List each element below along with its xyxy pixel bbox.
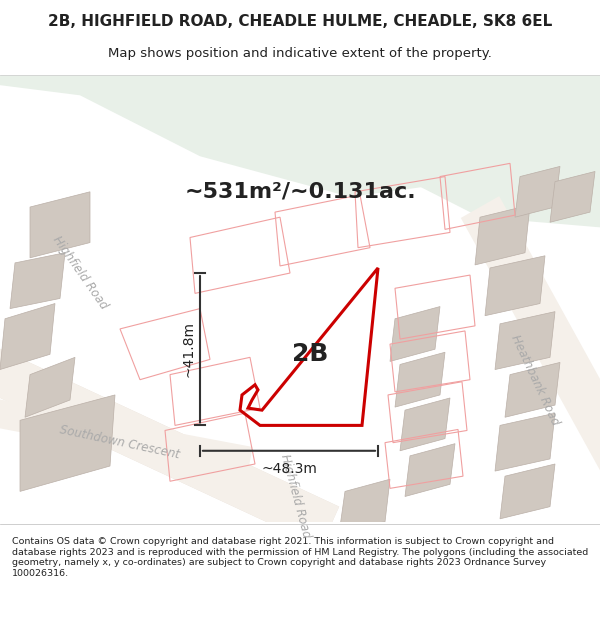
Polygon shape xyxy=(500,464,555,519)
Polygon shape xyxy=(0,339,339,548)
Text: ~48.3m: ~48.3m xyxy=(261,462,317,476)
Polygon shape xyxy=(0,304,55,369)
Polygon shape xyxy=(340,479,390,527)
Text: ~41.8m: ~41.8m xyxy=(181,321,195,378)
Text: Contains OS data © Crown copyright and database right 2021. This information is : Contains OS data © Crown copyright and d… xyxy=(12,538,588,578)
Text: Heathbank Road: Heathbank Road xyxy=(508,332,562,427)
Polygon shape xyxy=(350,75,600,228)
Polygon shape xyxy=(475,205,530,265)
Polygon shape xyxy=(0,339,339,548)
Polygon shape xyxy=(505,362,560,418)
Polygon shape xyxy=(10,253,65,309)
Text: Highfield Road: Highfield Road xyxy=(278,453,313,540)
Polygon shape xyxy=(20,395,115,491)
Polygon shape xyxy=(495,413,555,471)
Polygon shape xyxy=(0,396,253,475)
Text: 2B: 2B xyxy=(292,342,328,366)
Text: Southdown Crescent: Southdown Crescent xyxy=(59,424,181,462)
Polygon shape xyxy=(515,166,560,217)
Polygon shape xyxy=(390,306,440,361)
Text: ~531m²/~0.131ac.: ~531m²/~0.131ac. xyxy=(184,182,416,202)
Polygon shape xyxy=(30,192,90,258)
Polygon shape xyxy=(550,171,595,222)
Text: Highfield Road: Highfield Road xyxy=(50,234,110,312)
Polygon shape xyxy=(25,357,75,418)
Text: 2B, HIGHFIELD ROAD, CHEADLE HULME, CHEADLE, SK8 6EL: 2B, HIGHFIELD ROAD, CHEADLE HULME, CHEAD… xyxy=(48,14,552,29)
Polygon shape xyxy=(0,75,600,197)
Polygon shape xyxy=(485,256,545,316)
Text: Map shows position and indicative extent of the property.: Map shows position and indicative extent… xyxy=(108,48,492,61)
Polygon shape xyxy=(395,352,445,407)
Polygon shape xyxy=(495,312,555,369)
Polygon shape xyxy=(400,398,450,451)
Polygon shape xyxy=(461,196,600,472)
Polygon shape xyxy=(405,444,455,496)
